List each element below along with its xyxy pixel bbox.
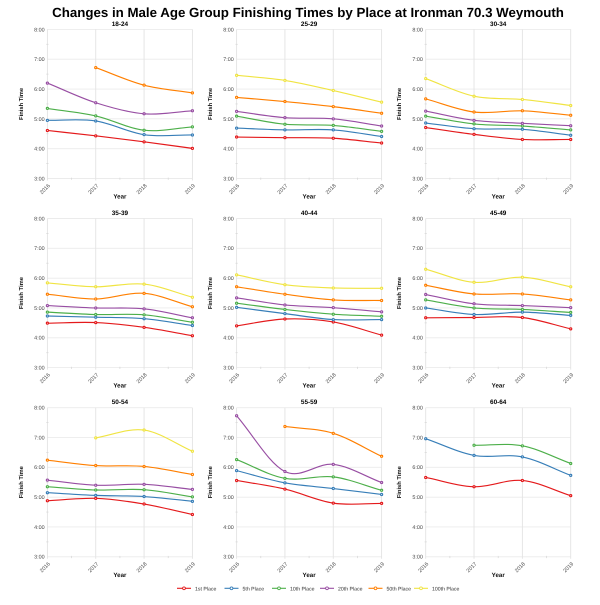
- svg-text:Finish Time: Finish Time: [396, 87, 403, 120]
- svg-text:3:00: 3:00: [412, 366, 423, 372]
- svg-text:6:00: 6:00: [412, 87, 423, 93]
- svg-text:25-29: 25-29: [301, 21, 318, 28]
- svg-text:10th Place: 10th Place: [290, 586, 315, 592]
- svg-text:7:00: 7:00: [223, 246, 234, 252]
- svg-text:4:00: 4:00: [34, 336, 45, 342]
- svg-text:3:00: 3:00: [34, 176, 45, 182]
- svg-text:7:00: 7:00: [412, 435, 423, 441]
- svg-text:30-34: 30-34: [490, 21, 507, 28]
- svg-text:3:00: 3:00: [412, 555, 423, 561]
- svg-text:4:00: 4:00: [223, 525, 234, 531]
- svg-text:Finish Time: Finish Time: [396, 465, 403, 498]
- svg-text:55-59: 55-59: [301, 399, 318, 406]
- svg-text:7:00: 7:00: [34, 57, 45, 63]
- svg-text:6:00: 6:00: [34, 465, 45, 471]
- svg-text:5:00: 5:00: [223, 117, 234, 123]
- svg-text:Year: Year: [113, 194, 127, 201]
- svg-text:Finish Time: Finish Time: [207, 276, 214, 309]
- svg-text:8:00: 8:00: [412, 216, 423, 222]
- svg-text:5th Place: 5th Place: [243, 586, 265, 592]
- svg-text:4:00: 4:00: [34, 147, 45, 153]
- svg-text:6:00: 6:00: [223, 87, 234, 93]
- svg-text:6:00: 6:00: [34, 276, 45, 282]
- svg-text:5:00: 5:00: [34, 495, 45, 501]
- svg-text:Year: Year: [303, 572, 317, 579]
- svg-text:1st Place: 1st Place: [195, 586, 216, 592]
- svg-text:5:00: 5:00: [34, 306, 45, 312]
- svg-text:6:00: 6:00: [223, 276, 234, 282]
- svg-text:7:00: 7:00: [223, 57, 234, 63]
- svg-text:6:00: 6:00: [34, 87, 45, 93]
- svg-text:45-49: 45-49: [490, 210, 507, 217]
- svg-text:18-24: 18-24: [112, 21, 129, 28]
- svg-text:8:00: 8:00: [34, 216, 45, 222]
- svg-text:5:00: 5:00: [223, 306, 234, 312]
- svg-text:8:00: 8:00: [34, 27, 45, 33]
- svg-text:4:00: 4:00: [412, 525, 423, 531]
- svg-text:Finish Time: Finish Time: [396, 276, 403, 309]
- svg-text:6:00: 6:00: [223, 465, 234, 471]
- svg-text:Finish Time: Finish Time: [207, 87, 214, 120]
- svg-text:8:00: 8:00: [223, 27, 234, 33]
- svg-text:7:00: 7:00: [412, 246, 423, 252]
- svg-text:3:00: 3:00: [223, 176, 234, 182]
- svg-text:Year: Year: [303, 383, 317, 390]
- svg-text:50th Place: 50th Place: [387, 586, 412, 592]
- svg-text:4:00: 4:00: [412, 147, 423, 153]
- svg-text:8:00: 8:00: [223, 406, 234, 412]
- svg-text:7:00: 7:00: [223, 435, 234, 441]
- svg-text:8:00: 8:00: [223, 216, 234, 222]
- svg-text:Year: Year: [113, 572, 127, 579]
- svg-text:3:00: 3:00: [223, 366, 234, 372]
- svg-text:5:00: 5:00: [34, 117, 45, 123]
- svg-text:5:00: 5:00: [412, 117, 423, 123]
- svg-text:7:00: 7:00: [34, 435, 45, 441]
- svg-text:40-44: 40-44: [301, 210, 318, 217]
- svg-text:Year: Year: [492, 383, 506, 390]
- svg-text:4:00: 4:00: [412, 336, 423, 342]
- svg-text:7:00: 7:00: [412, 57, 423, 63]
- svg-text:50-54: 50-54: [112, 399, 129, 406]
- svg-text:100th Place: 100th Place: [432, 586, 460, 592]
- svg-text:6:00: 6:00: [412, 465, 423, 471]
- svg-text:8:00: 8:00: [412, 27, 423, 33]
- svg-text:Finish Time: Finish Time: [18, 465, 25, 498]
- svg-text:Year: Year: [303, 194, 317, 201]
- svg-text:8:00: 8:00: [412, 406, 423, 412]
- svg-text:4:00: 4:00: [34, 525, 45, 531]
- svg-text:3:00: 3:00: [34, 366, 45, 372]
- svg-text:5:00: 5:00: [223, 495, 234, 501]
- svg-text:Year: Year: [113, 383, 127, 390]
- svg-text:5:00: 5:00: [412, 306, 423, 312]
- svg-text:5:00: 5:00: [412, 495, 423, 501]
- svg-text:3:00: 3:00: [223, 555, 234, 561]
- svg-text:35-39: 35-39: [112, 210, 129, 217]
- svg-text:Finish Time: Finish Time: [18, 87, 25, 120]
- svg-text:4:00: 4:00: [223, 147, 234, 153]
- svg-text:6:00: 6:00: [412, 276, 423, 282]
- svg-text:20th Place: 20th Place: [338, 586, 363, 592]
- svg-text:60-64: 60-64: [490, 399, 507, 406]
- svg-text:4:00: 4:00: [223, 336, 234, 342]
- svg-text:Finish Time: Finish Time: [18, 276, 25, 309]
- svg-text:Year: Year: [492, 194, 506, 201]
- svg-text:Year: Year: [492, 572, 506, 579]
- svg-text:Finish Time: Finish Time: [207, 465, 214, 498]
- svg-text:3:00: 3:00: [412, 176, 423, 182]
- svg-text:7:00: 7:00: [34, 246, 45, 252]
- svg-text:8:00: 8:00: [34, 406, 45, 412]
- svg-text:Changes in Male Age Group Fini: Changes in Male Age Group Finishing Time…: [52, 5, 564, 20]
- svg-text:3:00: 3:00: [34, 555, 45, 561]
